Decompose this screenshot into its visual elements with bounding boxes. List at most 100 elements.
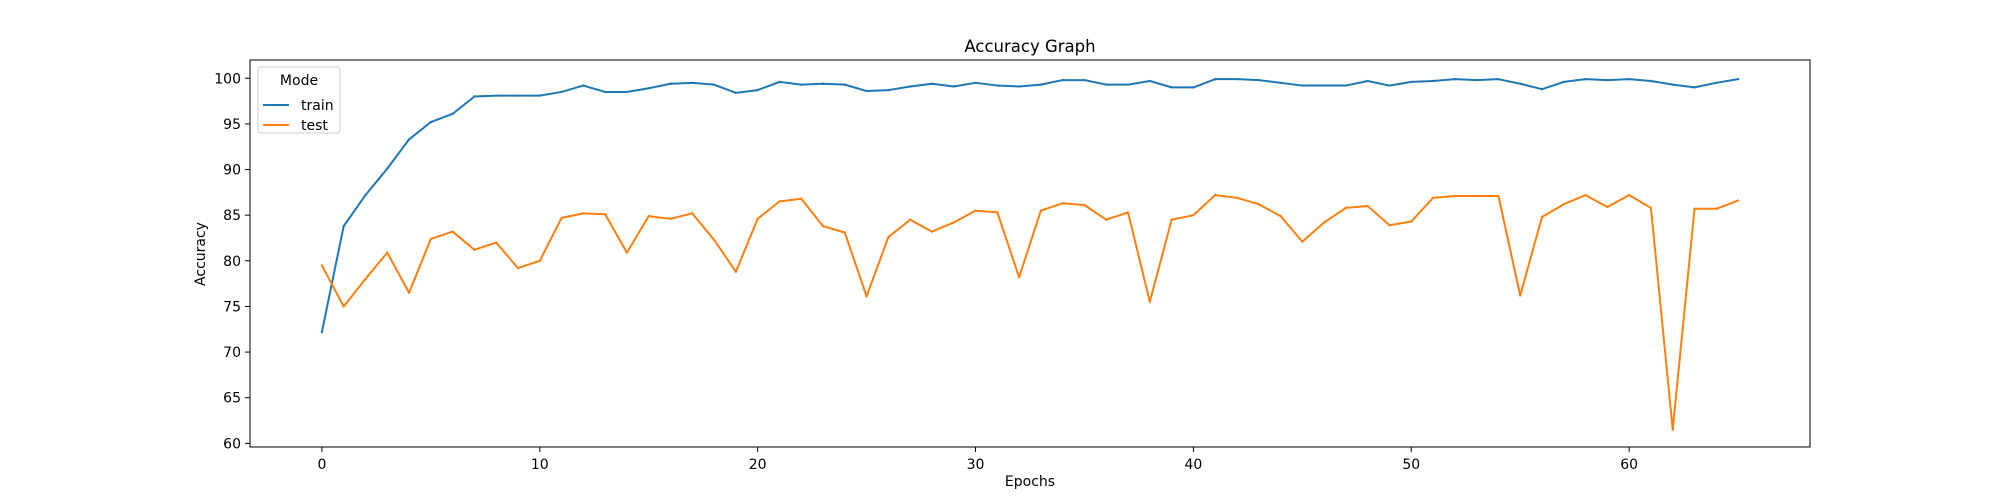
data-point-train (1061, 78, 1064, 82)
legend-title: Mode (280, 73, 318, 89)
data-point-test (930, 230, 934, 233)
data-point-train (1649, 79, 1653, 83)
data-point-train (1322, 84, 1326, 87)
data-point-test (560, 216, 563, 220)
data-point-train (1148, 79, 1152, 83)
data-point-train (582, 84, 585, 87)
data-point-train (1627, 77, 1631, 81)
data-point-train (407, 138, 411, 141)
data-point-test (1017, 276, 1021, 279)
x-tick-label: 60 (1620, 457, 1638, 473)
data-point-train (495, 94, 498, 97)
data-point-train (974, 81, 977, 85)
data-point-test (407, 291, 411, 294)
data-point-test (821, 224, 825, 228)
chart-title: Accuracy Graph (964, 37, 1095, 56)
data-point-test (734, 270, 738, 273)
data-point-test (1475, 194, 1478, 198)
data-point-test (1170, 218, 1173, 221)
data-point-test (320, 264, 324, 267)
x-axis: 0 10 20 30 40 50 60 (317, 447, 1638, 473)
y-axis: 60 65 70 75 80 85 90 95 100 (214, 71, 250, 452)
data-point-train (1562, 80, 1566, 84)
data-point-train (342, 224, 345, 228)
data-point-test (669, 217, 672, 221)
data-point-train (364, 193, 367, 197)
data-point-train (603, 90, 607, 94)
data-point-train (1257, 78, 1260, 82)
data-point-test (625, 251, 629, 254)
data-point-test (1301, 240, 1304, 243)
data-point-train (908, 85, 912, 88)
series-layer (320, 77, 1740, 431)
data-point-test (538, 259, 541, 262)
data-point-train (320, 330, 324, 334)
data-point-train (1475, 78, 1478, 82)
data-point-train (1279, 81, 1282, 85)
data-point-test (1497, 194, 1500, 198)
data-point-test (1148, 300, 1152, 304)
data-point-test (1715, 207, 1718, 210)
plot-frame (249, 59, 1811, 448)
data-point-test (1453, 194, 1457, 198)
data-point-test (691, 212, 694, 215)
data-point-train (473, 95, 476, 98)
data-point-test (1039, 209, 1043, 212)
data-point-test (1627, 193, 1631, 197)
data-point-test (603, 213, 607, 216)
data-point-train (1083, 78, 1086, 82)
data-point-test (1584, 193, 1587, 197)
data-point-train (1736, 77, 1740, 81)
data-point-train (1453, 77, 1457, 81)
data-point-train (1214, 77, 1217, 81)
series-line-train (320, 78, 1739, 333)
data-point-train (1540, 88, 1544, 91)
data-point-test (582, 212, 585, 215)
series-line-test (321, 194, 1739, 431)
data-point-test (800, 197, 803, 200)
legend-label-test: test (301, 118, 328, 134)
data-point-train (1301, 84, 1304, 87)
data-point-train (516, 94, 520, 97)
data-point-train (691, 81, 694, 85)
data-point-train (1126, 83, 1130, 86)
y-tick-label: 90 (223, 163, 241, 179)
data-point-train (1431, 79, 1435, 83)
data-point-test (1126, 211, 1130, 214)
data-point-train (1017, 85, 1021, 88)
data-point-train (865, 89, 868, 93)
data-point-train (712, 83, 716, 86)
data-point-test (1736, 199, 1740, 202)
data-point-test (1257, 203, 1260, 206)
data-point-train (1170, 86, 1173, 89)
data-point-train (1410, 80, 1413, 84)
y-tick-label: 100 (214, 71, 241, 87)
data-point-test (1279, 214, 1282, 218)
data-point-train (1235, 77, 1239, 81)
data-point-train (778, 80, 781, 84)
data-point-test (1322, 221, 1326, 224)
x-tick-label: 10 (531, 457, 549, 473)
data-point-train (930, 82, 934, 85)
data-point-train (756, 88, 759, 92)
data-point-train (1715, 81, 1718, 85)
data-point-test (1606, 205, 1609, 209)
y-tick-label: 60 (223, 436, 241, 452)
x-tick-label: 40 (1184, 457, 1202, 473)
data-point-train (1693, 86, 1696, 89)
data-point-train (952, 85, 955, 88)
data-point-test (516, 266, 520, 270)
legend: Mode train test (257, 66, 341, 134)
data-point-train (1366, 79, 1369, 83)
data-point-test (996, 211, 999, 214)
data-point-test (647, 214, 650, 218)
legend-label-train: train (301, 98, 334, 114)
data-point-test (1693, 207, 1696, 210)
data-point-test (887, 235, 890, 239)
data-point-train (996, 84, 999, 87)
data-point-test (495, 241, 498, 244)
data-point-train (734, 91, 738, 95)
data-point-test (952, 221, 955, 224)
data-point-train (821, 82, 825, 85)
plot-area (249, 59, 1811, 448)
